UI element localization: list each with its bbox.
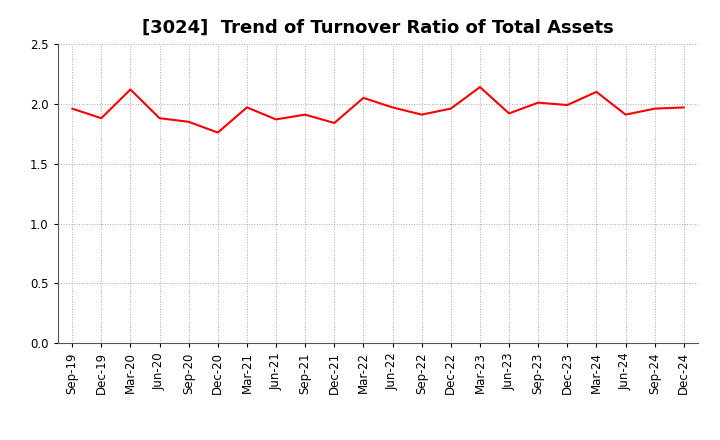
Title: [3024]  Trend of Turnover Ratio of Total Assets: [3024] Trend of Turnover Ratio of Total … <box>142 19 614 37</box>
